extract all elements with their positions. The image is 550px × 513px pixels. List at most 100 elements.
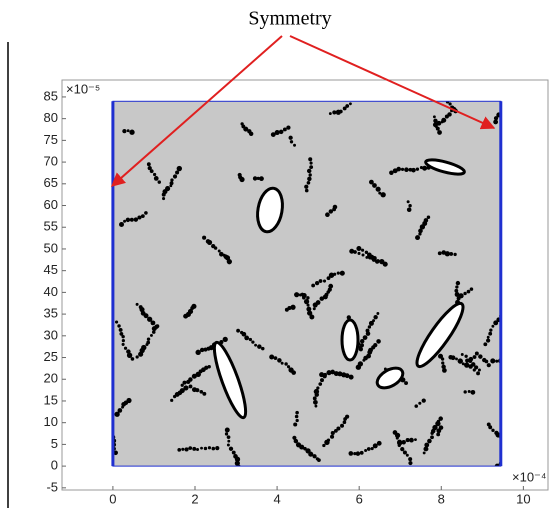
crack bbox=[404, 167, 409, 172]
crack bbox=[115, 320, 118, 323]
crack bbox=[485, 360, 489, 364]
y-tick-label: 35 bbox=[44, 306, 58, 321]
crack bbox=[423, 451, 426, 454]
crack bbox=[408, 204, 411, 207]
crack bbox=[291, 370, 296, 375]
crack bbox=[422, 398, 426, 402]
crack bbox=[337, 272, 340, 275]
crack bbox=[212, 447, 216, 451]
annotation: Symmetry bbox=[248, 8, 331, 30]
crack bbox=[254, 344, 257, 347]
crack bbox=[468, 390, 471, 393]
crack bbox=[249, 338, 252, 341]
crack bbox=[158, 180, 161, 183]
crack bbox=[225, 432, 228, 435]
crack bbox=[495, 360, 498, 363]
crack bbox=[366, 331, 370, 335]
crack bbox=[302, 296, 306, 300]
crack bbox=[218, 250, 221, 253]
crack bbox=[290, 140, 293, 143]
crack bbox=[353, 250, 357, 254]
crack bbox=[136, 303, 139, 306]
crack bbox=[325, 212, 330, 217]
crack bbox=[471, 390, 476, 395]
crack bbox=[333, 273, 336, 276]
crack bbox=[317, 458, 321, 462]
crack bbox=[430, 435, 434, 439]
crack bbox=[451, 355, 456, 360]
crack bbox=[121, 406, 124, 409]
crack bbox=[423, 446, 428, 451]
crack bbox=[376, 187, 381, 192]
crack bbox=[156, 324, 160, 328]
crack bbox=[296, 419, 299, 422]
crack bbox=[309, 165, 313, 169]
crack bbox=[406, 438, 410, 442]
crack bbox=[358, 361, 363, 366]
crack bbox=[257, 344, 262, 349]
crack bbox=[441, 250, 446, 255]
crack bbox=[345, 415, 349, 419]
crack bbox=[322, 444, 325, 447]
crack bbox=[493, 120, 498, 125]
crack bbox=[301, 293, 304, 296]
crack bbox=[364, 449, 367, 452]
crack bbox=[418, 232, 421, 235]
y-tick-label: 80 bbox=[44, 110, 58, 125]
crack bbox=[315, 405, 318, 408]
crack bbox=[229, 447, 233, 451]
crack bbox=[416, 167, 419, 170]
crack bbox=[377, 441, 382, 446]
crack bbox=[315, 281, 319, 285]
crack bbox=[122, 129, 126, 133]
crack bbox=[313, 400, 318, 405]
crack bbox=[420, 166, 423, 169]
crack bbox=[418, 402, 421, 405]
crack bbox=[323, 373, 327, 377]
crack bbox=[126, 218, 130, 222]
crack bbox=[127, 353, 132, 358]
crack bbox=[313, 396, 317, 400]
crack bbox=[114, 412, 119, 417]
crack bbox=[185, 447, 189, 451]
crack bbox=[478, 354, 482, 358]
crack bbox=[177, 448, 181, 452]
crack bbox=[427, 439, 432, 444]
crack bbox=[329, 112, 332, 115]
crack bbox=[192, 447, 196, 451]
crack bbox=[309, 173, 312, 176]
crack bbox=[414, 438, 417, 441]
pore bbox=[342, 320, 358, 360]
crack bbox=[147, 162, 151, 166]
crack bbox=[483, 342, 487, 346]
crack bbox=[369, 321, 374, 326]
crack bbox=[286, 125, 290, 129]
crack bbox=[122, 343, 125, 346]
crack bbox=[455, 285, 458, 288]
crack bbox=[320, 296, 325, 301]
crack bbox=[467, 359, 470, 362]
crack bbox=[295, 411, 299, 415]
crack bbox=[306, 307, 311, 312]
crack bbox=[199, 390, 203, 394]
crack bbox=[373, 343, 377, 347]
crack bbox=[119, 222, 124, 227]
crack bbox=[121, 335, 124, 338]
y-tick-label: 40 bbox=[44, 284, 58, 299]
crack bbox=[486, 338, 490, 342]
crack bbox=[489, 329, 492, 332]
crack bbox=[141, 345, 146, 350]
crack bbox=[361, 249, 364, 252]
crack bbox=[457, 296, 461, 300]
crack bbox=[274, 356, 278, 360]
crack bbox=[202, 392, 206, 396]
y-tick-label: 60 bbox=[44, 197, 58, 212]
domain-fill bbox=[113, 101, 501, 466]
crack bbox=[196, 448, 199, 451]
crack bbox=[447, 112, 451, 116]
crack bbox=[316, 386, 319, 389]
crack bbox=[150, 334, 153, 337]
crack bbox=[408, 461, 412, 465]
x-tick-label: 8 bbox=[438, 491, 445, 506]
crack bbox=[191, 304, 196, 309]
